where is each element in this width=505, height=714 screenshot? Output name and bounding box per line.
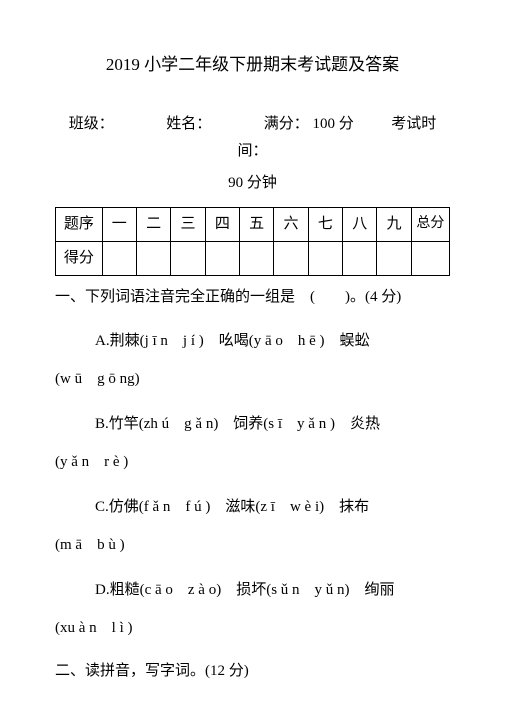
header-num-cell: 八 — [343, 207, 377, 241]
q1-option-b-line2: (y ǎ n r è ) — [55, 447, 450, 477]
header-num-cell: 九 — [377, 207, 411, 241]
score-cell — [308, 241, 342, 275]
score-total-cell — [411, 241, 449, 275]
header-num-cell: 五 — [240, 207, 274, 241]
score-cell — [136, 241, 170, 275]
q1-option-a-line2: (w ū g ō ng) — [55, 364, 450, 394]
score-cell — [171, 241, 205, 275]
score-cell — [205, 241, 239, 275]
q1-header: 一、下列词语注音完全正确的一组是 ( )。(4 分) — [55, 284, 450, 311]
table-row-header: 题序 一 二 三 四 五 六 七 八 九 总分 — [56, 207, 450, 241]
q2-header: 二、读拼音，写字词。(12 分) — [55, 658, 450, 685]
fullscore-label: 满分： — [264, 116, 309, 132]
fullscore-value: 100 分 — [313, 116, 354, 132]
name-label: 姓名： — [166, 116, 211, 132]
table-row-score: 得分 — [56, 241, 450, 275]
score-cell — [240, 241, 274, 275]
header-num-cell: 七 — [308, 207, 342, 241]
exam-time-value: 90 分钟 — [55, 170, 450, 197]
spacer — [358, 116, 388, 132]
exam-info-line: 班级： 姓名： 满分： 100 分 考试时间： — [55, 111, 450, 165]
exam-title: 2019 小学二年级下册期末考试题及答案 — [55, 50, 450, 81]
header-label-cell: 题序 — [56, 207, 103, 241]
header-num-cell: 二 — [136, 207, 170, 241]
q1-option-d-line2: (xu à n l ì ) — [55, 613, 450, 643]
q1-option-b-line1: B.竹竿(zh ú g ǎ n) 饲养(s ī y ǎ n ) 炎热 — [95, 409, 450, 439]
q1-option-c-line1: C.仿佛(f ǎ n f ú ) 滋味(z ī w è i) 抹布 — [95, 492, 450, 522]
header-num-cell: 一 — [102, 207, 136, 241]
q1-option-d-line1: D.粗糙(c ā o z à o) 损坏(s ǔ n y ǔ n) 绚丽 — [95, 575, 450, 605]
header-num-cell: 六 — [274, 207, 308, 241]
q1-option-a-line1: A.荆棘(j ī n j í ) 吆喝(y ā o h ē ) 蜈蚣 — [95, 326, 450, 356]
score-cell — [102, 241, 136, 275]
score-cell — [274, 241, 308, 275]
q1-option-c-line2: (m ā b ù ) — [55, 530, 450, 560]
header-num-cell: 三 — [171, 207, 205, 241]
header-total-cell: 总分 — [411, 207, 449, 241]
score-cell — [377, 241, 411, 275]
class-label: 班级： — [69, 116, 114, 132]
header-num-cell: 四 — [205, 207, 239, 241]
score-label-cell: 得分 — [56, 241, 103, 275]
score-table: 题序 一 二 三 四 五 六 七 八 九 总分 得分 — [55, 207, 450, 276]
score-cell — [343, 241, 377, 275]
spacer — [117, 116, 162, 132]
spacer — [215, 116, 260, 132]
